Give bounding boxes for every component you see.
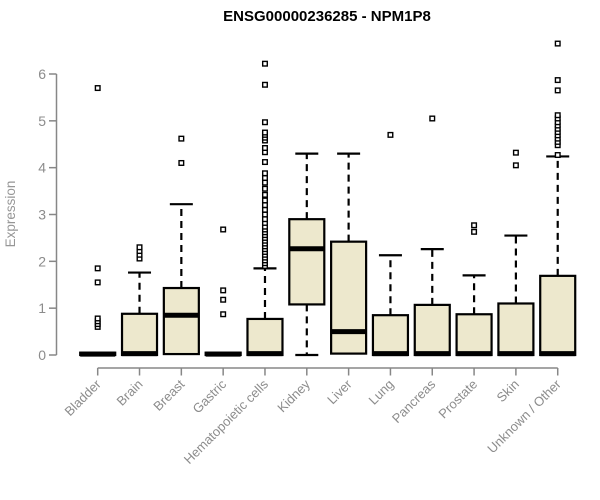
x-tick-label: Prostate — [435, 377, 480, 422]
outlier-point — [387, 131, 394, 138]
boxplot-series — [79, 40, 577, 357]
outlier-point — [261, 119, 268, 126]
y-tick-label: 5 — [38, 113, 46, 129]
outlier-point — [94, 265, 101, 272]
x-tick-label: Breast — [150, 376, 187, 413]
outlier-point — [178, 159, 185, 166]
outlier-point — [261, 159, 268, 166]
x-tick-label: Pancreas — [389, 376, 439, 426]
chart-title: ENSG00000236285 - NPM1P8 — [223, 8, 431, 25]
x-tick-label: Liver — [324, 376, 355, 407]
x-tick-label: Gastric — [190, 376, 230, 416]
outlier-point — [554, 152, 561, 159]
box-rect — [120, 312, 159, 357]
outlier-point — [261, 185, 268, 192]
outlier-point — [220, 311, 227, 318]
outlier-point — [261, 216, 268, 223]
outlier-point — [94, 85, 101, 92]
outlier-point — [261, 174, 268, 181]
box-rect — [413, 303, 451, 357]
outlier-point — [261, 202, 268, 209]
x-tick-label: Skin — [494, 377, 522, 405]
box-rect — [246, 317, 284, 357]
outlier-point — [261, 129, 268, 136]
outlier-point — [136, 244, 143, 251]
box-rect — [371, 314, 410, 357]
outlier-point — [554, 87, 561, 94]
boxplot-bladder — [79, 85, 117, 357]
outlier-point — [220, 287, 227, 294]
outlier-point — [261, 170, 268, 177]
y-tick-label: 3 — [38, 207, 46, 223]
boxplot-gastric — [204, 226, 242, 357]
outlier-point — [471, 228, 478, 235]
outlier-point — [261, 81, 268, 88]
y-tick-label: 0 — [38, 347, 46, 363]
box-rect — [288, 218, 326, 306]
y-axis: 0 1 2 3 4 5 6 — [38, 66, 58, 363]
boxplot-hematopoietic-cells — [246, 60, 284, 357]
outlier-point — [261, 144, 268, 151]
outlier-point — [429, 115, 436, 122]
box-rect — [162, 286, 200, 356]
x-tick-label: Lung — [366, 377, 397, 408]
y-axis-label: Expression — [3, 181, 18, 248]
outlier-point — [94, 279, 101, 286]
boxplot-liver — [330, 152, 368, 355]
boxplot-prostate — [455, 222, 493, 357]
outlier-point — [512, 162, 519, 169]
box-rect — [330, 240, 368, 355]
x-tick-label: Kidney — [274, 376, 313, 415]
outlier-point — [512, 149, 519, 156]
x-tick-label: Brain — [114, 377, 146, 409]
boxplot-skin — [497, 149, 535, 357]
outlier-point — [554, 40, 561, 47]
boxplot-breast — [162, 135, 200, 356]
y-tick-label: 1 — [38, 300, 46, 316]
outlier-point — [261, 179, 268, 186]
y-tick-label: 6 — [38, 66, 46, 82]
box-rect — [455, 313, 493, 357]
outlier-point — [261, 60, 268, 67]
outlier-point — [554, 112, 561, 119]
boxplot-kidney — [288, 152, 326, 357]
outlier-point — [261, 211, 268, 218]
outlier-point — [220, 226, 227, 233]
x-tick-label: Bladder — [62, 376, 105, 419]
boxplot-lung — [371, 131, 410, 357]
outlier-point — [261, 206, 268, 213]
outlier-point — [261, 197, 268, 204]
outlier-point — [220, 296, 227, 303]
outlier-point — [261, 191, 268, 198]
outlier-point — [554, 77, 561, 84]
x-tick-label: Unknown / Other — [484, 376, 564, 456]
outlier-point — [178, 135, 185, 142]
box-rect — [539, 274, 577, 357]
outlier-point — [471, 222, 478, 229]
outlier-point — [94, 315, 101, 322]
y-tick-label: 4 — [38, 160, 46, 176]
boxplot-unknown-other — [539, 40, 577, 357]
boxplot-brain — [120, 244, 159, 357]
box-rect — [497, 302, 535, 357]
y-tick-label: 2 — [38, 253, 46, 269]
boxplot-pancreas — [413, 115, 451, 357]
